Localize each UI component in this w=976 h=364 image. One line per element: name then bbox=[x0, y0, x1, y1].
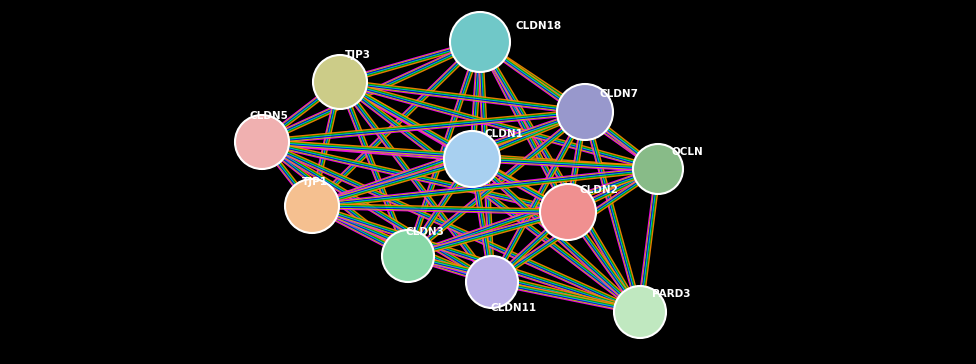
Circle shape bbox=[557, 84, 613, 140]
Circle shape bbox=[313, 55, 367, 109]
Text: CLDN11: CLDN11 bbox=[490, 303, 536, 313]
Text: CLDN5: CLDN5 bbox=[250, 111, 289, 121]
Text: TJP3: TJP3 bbox=[345, 50, 371, 60]
Text: TJP1: TJP1 bbox=[302, 177, 328, 187]
Circle shape bbox=[382, 230, 434, 282]
Text: CLDN18: CLDN18 bbox=[515, 21, 561, 31]
Circle shape bbox=[633, 144, 683, 194]
Circle shape bbox=[540, 184, 596, 240]
Circle shape bbox=[450, 12, 510, 72]
Circle shape bbox=[285, 179, 339, 233]
Circle shape bbox=[235, 115, 289, 169]
Text: CLDN7: CLDN7 bbox=[600, 89, 639, 99]
Text: CLDN2: CLDN2 bbox=[580, 185, 619, 195]
Text: OCLN: OCLN bbox=[672, 147, 704, 157]
Text: CLDN1: CLDN1 bbox=[485, 129, 524, 139]
Circle shape bbox=[614, 286, 666, 338]
Text: CLDN3: CLDN3 bbox=[405, 227, 444, 237]
Circle shape bbox=[444, 131, 500, 187]
Circle shape bbox=[466, 256, 518, 308]
Text: PARD3: PARD3 bbox=[652, 289, 690, 299]
